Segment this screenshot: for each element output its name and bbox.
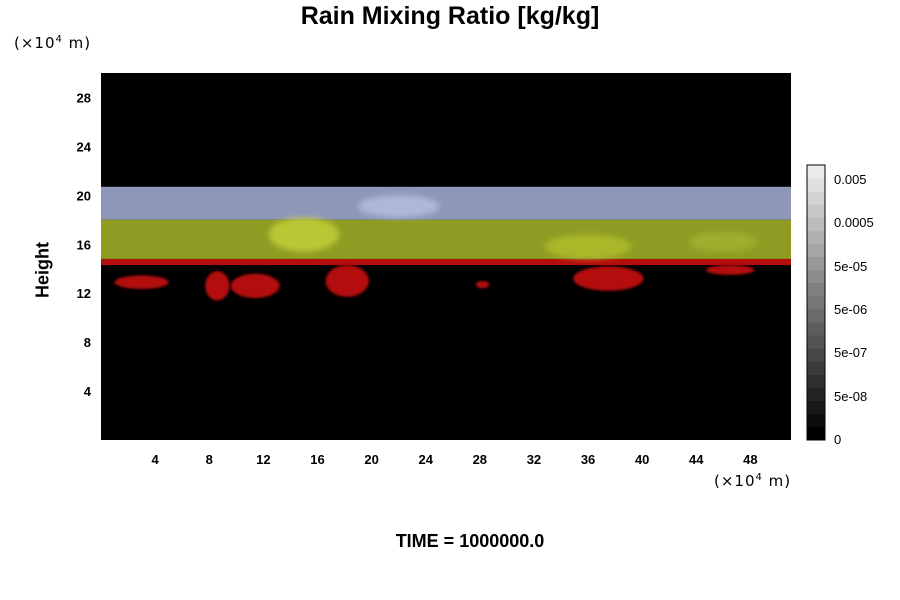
- colorbar-tick-label: 5e-08: [834, 389, 867, 404]
- chart-title: Rain Mixing Ratio [kg/kg]: [300, 2, 600, 30]
- y-tick-label: 16: [77, 237, 91, 252]
- y-tick-label: 20: [77, 188, 91, 203]
- colorbar-segment: [807, 348, 825, 362]
- y-tick-label: 4: [84, 384, 92, 399]
- x-tick-label: 12: [256, 452, 270, 467]
- rain-blob: [114, 275, 169, 289]
- y-tick-label: 28: [77, 90, 91, 105]
- colorbar-segment: [807, 295, 825, 310]
- colorbar-segment: [807, 282, 825, 297]
- colorbar-segment: [807, 204, 825, 218]
- x-tick-label: 36: [581, 452, 595, 467]
- y-tick-label: 8: [84, 335, 91, 350]
- colorbar-tick-label: 0.0005: [834, 215, 874, 230]
- rain-blob: [705, 265, 755, 275]
- colorbar-segment: [807, 322, 825, 336]
- colorbar-tick-label: 0.005: [834, 172, 867, 187]
- rain-blob: [205, 271, 230, 301]
- x-tick-label: 20: [364, 452, 378, 467]
- colorbar-segment: [807, 243, 825, 257]
- colorbar-segment: [807, 309, 825, 323]
- x-tick-label: 4: [152, 452, 160, 467]
- rain-blob: [573, 266, 644, 291]
- x-tick-label: 32: [527, 452, 541, 467]
- x-tick-label: 44: [689, 452, 704, 467]
- x-tick-label: 40: [635, 452, 649, 467]
- rain-blob: [230, 273, 280, 299]
- colorbar-segment: [807, 426, 825, 441]
- colorbar-frame: [806, 164, 826, 441]
- band-middle: [101, 219, 791, 259]
- colorbar-tick-label: 5e-07: [834, 345, 867, 360]
- y-axis-unit: (×104 m): [14, 34, 92, 52]
- colorbar-segment: [807, 374, 825, 388]
- colorbar-segment: [807, 191, 825, 205]
- x-tick-label: 48: [743, 452, 757, 467]
- rain-blob: [475, 280, 490, 289]
- colorbar-segment: [807, 413, 825, 428]
- band-upper: [101, 186, 791, 220]
- colorbar-tick-label: 5e-05: [834, 259, 867, 274]
- highlight-region: [544, 234, 632, 259]
- colorbar-segment: [807, 178, 825, 192]
- x-tick-label: 28: [473, 452, 487, 467]
- colorbar-segment: [807, 217, 825, 231]
- x-tick-label: 16: [310, 452, 324, 467]
- band-lower: [101, 258, 791, 266]
- colorbar-segment: [807, 165, 825, 179]
- rain-blob: [325, 265, 369, 297]
- y-tick-label: 12: [77, 286, 91, 301]
- highlight-region: [268, 217, 340, 252]
- time-label: TIME = 1000000.0: [395, 531, 545, 551]
- x-tick-label: 24: [418, 452, 433, 467]
- x-tick-label: 8: [206, 452, 213, 467]
- colorbar-tick-label: 0: [834, 432, 841, 447]
- colorbar-segment: [807, 387, 825, 402]
- colorbar-segment: [807, 256, 825, 271]
- colorbar-segment: [807, 335, 825, 349]
- y-tick-label: 24: [77, 139, 92, 154]
- x-axis-unit: (×104 m): [714, 472, 792, 490]
- highlight-region: [689, 232, 758, 252]
- colorbar-segment: [807, 361, 825, 375]
- highlight-region: [358, 195, 440, 218]
- colorbar-segment: [807, 269, 825, 284]
- colorbar-segment: [807, 230, 825, 244]
- colorbar-tick-label: 5e-06: [834, 302, 867, 317]
- colorbar-segment: [807, 400, 825, 415]
